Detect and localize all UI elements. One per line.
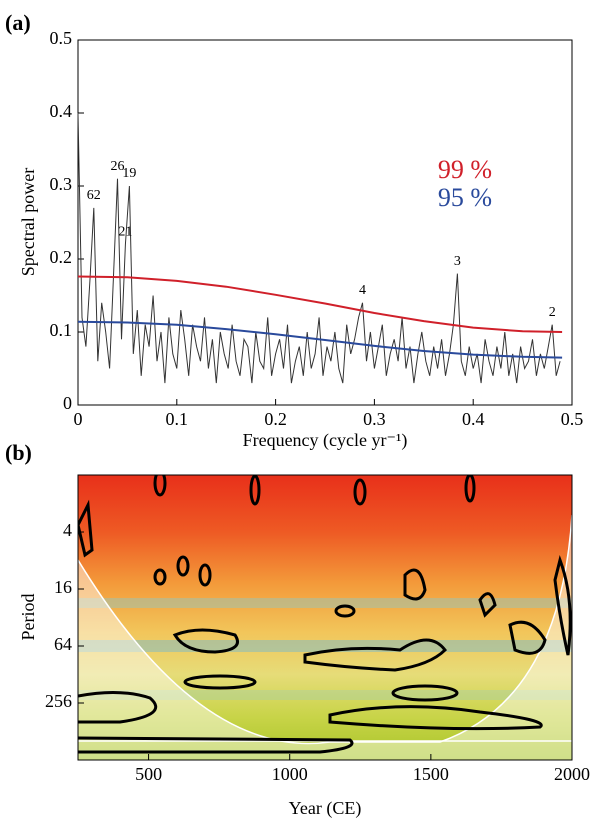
y-tick-label: 0.5 xyxy=(50,28,73,48)
x-tick-label: 0.1 xyxy=(166,409,189,429)
legend-label: 99 % xyxy=(438,155,492,184)
x-tick-label: 2000 xyxy=(554,764,590,784)
significance-line xyxy=(77,275,563,333)
legend-label: 95 % xyxy=(438,183,492,212)
y-axis-label: Spectral power xyxy=(18,168,38,276)
x-tick-label: 0.5 xyxy=(561,409,584,429)
panel-label: (b) xyxy=(5,440,32,465)
y-tick-label: 0.4 xyxy=(50,101,73,121)
x-axis-label: Year (CE) xyxy=(289,798,362,819)
x-tick-label: 1500 xyxy=(413,764,449,784)
peak-label: 2 xyxy=(549,305,556,320)
axes-frame xyxy=(77,474,573,761)
x-tick-label: 0 xyxy=(74,409,83,429)
x-tick-label: 0.2 xyxy=(264,409,287,429)
peak-label: 3 xyxy=(454,254,461,269)
x-tick-label: 1000 xyxy=(272,764,308,784)
y-tick-label: 256 xyxy=(45,691,72,711)
y-tick-label: 0.1 xyxy=(50,320,73,340)
y-tick-label: 0.2 xyxy=(50,247,73,267)
x-tick-label: 500 xyxy=(135,764,162,784)
y-tick-label: 64 xyxy=(54,634,72,654)
peak-label: 62 xyxy=(87,188,101,203)
x-tick-label: 0.3 xyxy=(363,409,386,429)
peak-label: 26 xyxy=(111,159,125,174)
x-axis-label: Frequency (cycle yr⁻¹) xyxy=(243,430,408,451)
significance-line xyxy=(77,320,563,359)
y-tick-label: 0.3 xyxy=(50,174,73,194)
y-axis-label: Period xyxy=(18,594,38,641)
panel-label: (a) xyxy=(5,10,31,35)
wavelet-image xyxy=(78,475,572,760)
y-tick-label: 0 xyxy=(63,393,72,413)
x-tick-label: 0.4 xyxy=(462,409,485,429)
spectrum-line xyxy=(77,112,561,384)
peak-label: 21 xyxy=(118,225,132,240)
peak-label: 4 xyxy=(359,283,366,298)
y-tick-label: 4 xyxy=(63,520,72,540)
peak-label: 19 xyxy=(122,166,136,181)
axes-frame xyxy=(77,39,573,406)
y-tick-label: 16 xyxy=(54,577,72,597)
